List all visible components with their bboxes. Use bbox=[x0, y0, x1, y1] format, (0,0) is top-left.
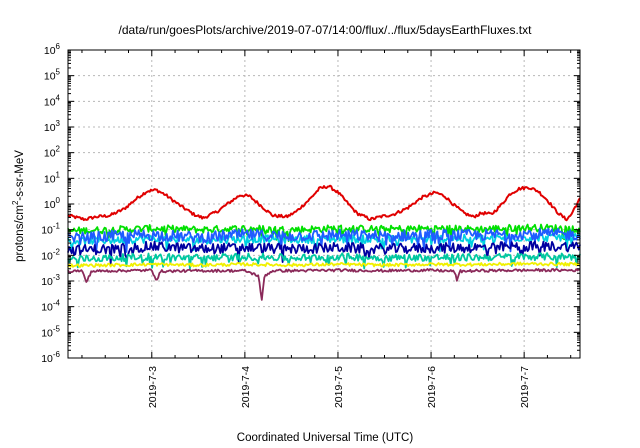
y-axis-label: protons/cm2-s-sr-MeV bbox=[11, 150, 26, 262]
y-tick-label: 10-6 bbox=[41, 350, 60, 365]
series-line-6 bbox=[67, 252, 581, 270]
y-axis-label-sup: 2 bbox=[11, 200, 20, 205]
x-tick-label: 2019-7-4 bbox=[240, 366, 252, 408]
series-line-1 bbox=[67, 184, 581, 222]
y-tick-label: 100 bbox=[44, 196, 61, 211]
y-tick-label: 101 bbox=[44, 170, 61, 185]
series-line-4 bbox=[67, 227, 581, 254]
y-tick-label: 104 bbox=[44, 93, 61, 108]
y-axis-label-post: -s-sr-MeV bbox=[14, 150, 26, 201]
x-tick-label: 2019-7-3 bbox=[147, 366, 159, 408]
x-tick-label: 2019-7-6 bbox=[426, 366, 438, 408]
y-tick-label: 10-5 bbox=[41, 324, 60, 339]
series-line-7 bbox=[67, 261, 581, 268]
y-tick-label: 106 bbox=[44, 42, 61, 57]
y-tick-label: 10-3 bbox=[41, 273, 60, 288]
y-axis-label-pre: protons/cm bbox=[14, 205, 26, 262]
grid bbox=[68, 50, 580, 358]
y-tick-label: 103 bbox=[44, 119, 61, 134]
ticks: 10-6 10-5 10-4 10-3 10-2 10-1 100 101 102 103 104 1… bbox=[41, 42, 580, 408]
series-layer bbox=[67, 184, 581, 301]
series-line-2 bbox=[67, 223, 581, 242]
y-tick-label: 10-4 bbox=[41, 299, 60, 314]
x-tick-label: 2019-7-7 bbox=[519, 366, 531, 408]
series-line-5 bbox=[67, 240, 581, 266]
series-line-8 bbox=[67, 268, 581, 301]
chart-title: /data/run/goesPlots/archive/2019-07-07/1… bbox=[119, 23, 533, 37]
y-tick-label: 10-1 bbox=[41, 222, 60, 237]
x-tick-label: 2019-7-5 bbox=[333, 366, 345, 408]
x-axis-label: Coordinated Universal Time (UTC) bbox=[237, 432, 414, 444]
y-tick-label: 102 bbox=[44, 145, 61, 160]
y-tick-label: 10-2 bbox=[41, 247, 60, 262]
y-tick-label: 105 bbox=[44, 68, 61, 83]
